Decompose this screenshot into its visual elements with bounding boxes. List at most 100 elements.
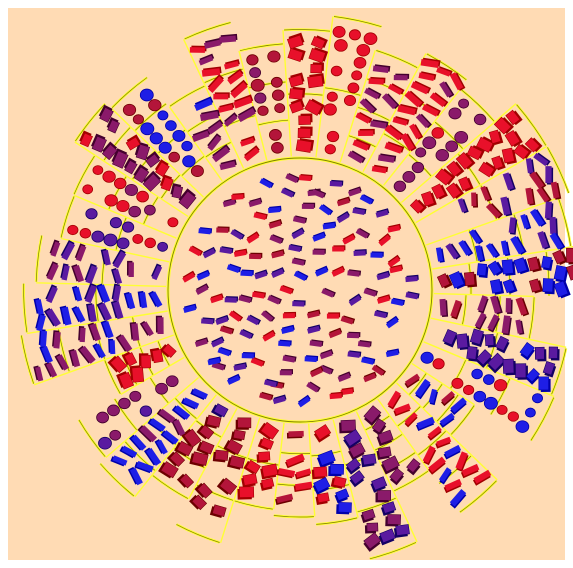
glyph [515,420,530,433]
glyph [347,150,366,164]
center-glyph-face [378,234,391,247]
glyph [491,155,506,171]
glyph [256,451,271,463]
center-glyph [311,188,327,199]
glyph [468,229,484,245]
glyph-sphere [116,199,130,213]
glyph-box-face [466,345,478,360]
glyph-sphere [82,184,94,195]
center-glyph [198,227,213,235]
glyph-bar-face [173,405,191,420]
glyph [67,224,79,236]
center-glyph-face [291,258,305,266]
center-glyph-face [329,181,343,187]
glyph [233,94,254,109]
glyph-bar-face [207,121,224,135]
center-glyph [207,356,222,366]
glyph-sphere [271,89,285,101]
center-glyph [387,254,401,268]
glyph-box-face [487,352,506,371]
center-glyph [279,284,295,295]
glyph [450,397,467,415]
center-glyph [253,211,268,221]
glyph [243,459,261,475]
glyph-bar-face [219,161,236,171]
ring-arc-edge [125,441,156,471]
glyph [334,488,350,504]
center-glyph [248,197,263,208]
ring-arc-edge [284,29,331,32]
glyph-bar-face [128,262,134,278]
glyph-sphere [118,397,131,410]
glyph-box-face [332,476,347,488]
glyph [474,245,486,263]
center-glyph-face [291,228,305,240]
center-glyph-face [259,178,273,189]
glyph [360,453,377,468]
glyph-box-face [513,143,530,160]
center-glyph-face [182,272,196,283]
glyph-box-face [124,352,138,367]
glyph [363,32,378,45]
center-glyph [348,186,362,197]
glyph [87,322,102,342]
glyph [375,490,391,503]
glyph-sphere [326,91,338,102]
glyph-sphere [139,405,153,417]
ring-arc-edge [516,104,547,146]
glyph-sphere [507,411,519,422]
center-glyph-face [306,381,320,393]
glyph [78,326,86,343]
ring-arc-edge [21,335,35,384]
center-glyph-face [298,175,312,182]
center-glyph-face [373,310,387,319]
glyph-bar-face [102,320,114,339]
center-glyph-face [371,364,385,376]
glyph-bar-face [500,196,511,216]
sector-divider [308,423,316,517]
sector-divider [33,334,175,386]
glyph [167,217,179,228]
glyph [450,299,463,320]
glyph [440,390,456,407]
glyph [537,231,551,250]
glyph [122,103,137,116]
glyph [519,342,535,361]
center-glyph-face [297,396,311,408]
glyph-box-face [239,486,255,498]
glyph [504,129,523,148]
ring-arc-edge [204,68,243,83]
glyph [194,482,213,499]
center-glyph-face [210,294,223,304]
center-glyph [373,309,389,319]
glyph-bar-face [53,331,61,349]
glyph [326,91,338,102]
glyph [473,113,487,126]
center-glyph [347,331,361,339]
glyph-box-face [363,532,382,550]
glyph-bar-face [198,55,214,66]
center-glyph-face [268,220,282,229]
center-glyph [389,264,404,274]
glyph [207,119,224,135]
glyph [529,208,547,227]
glyph-box-face [162,343,177,358]
glyph-box-face [191,494,208,511]
glyph-bar-face [89,323,102,342]
glyph [471,192,479,208]
ring-arc-edge [358,107,390,121]
glyph-sphere [158,141,172,154]
glyph-bar-face [117,334,133,353]
glyph [445,243,461,260]
glyph [446,160,465,178]
ring-arc-edge [434,121,463,149]
glyph [35,312,46,332]
center-glyph [202,246,217,259]
center-glyph [376,294,391,304]
glyph-sphere [122,221,135,233]
glyph-sphere [122,103,137,116]
center-glyph [319,364,334,375]
glyph [71,305,86,323]
